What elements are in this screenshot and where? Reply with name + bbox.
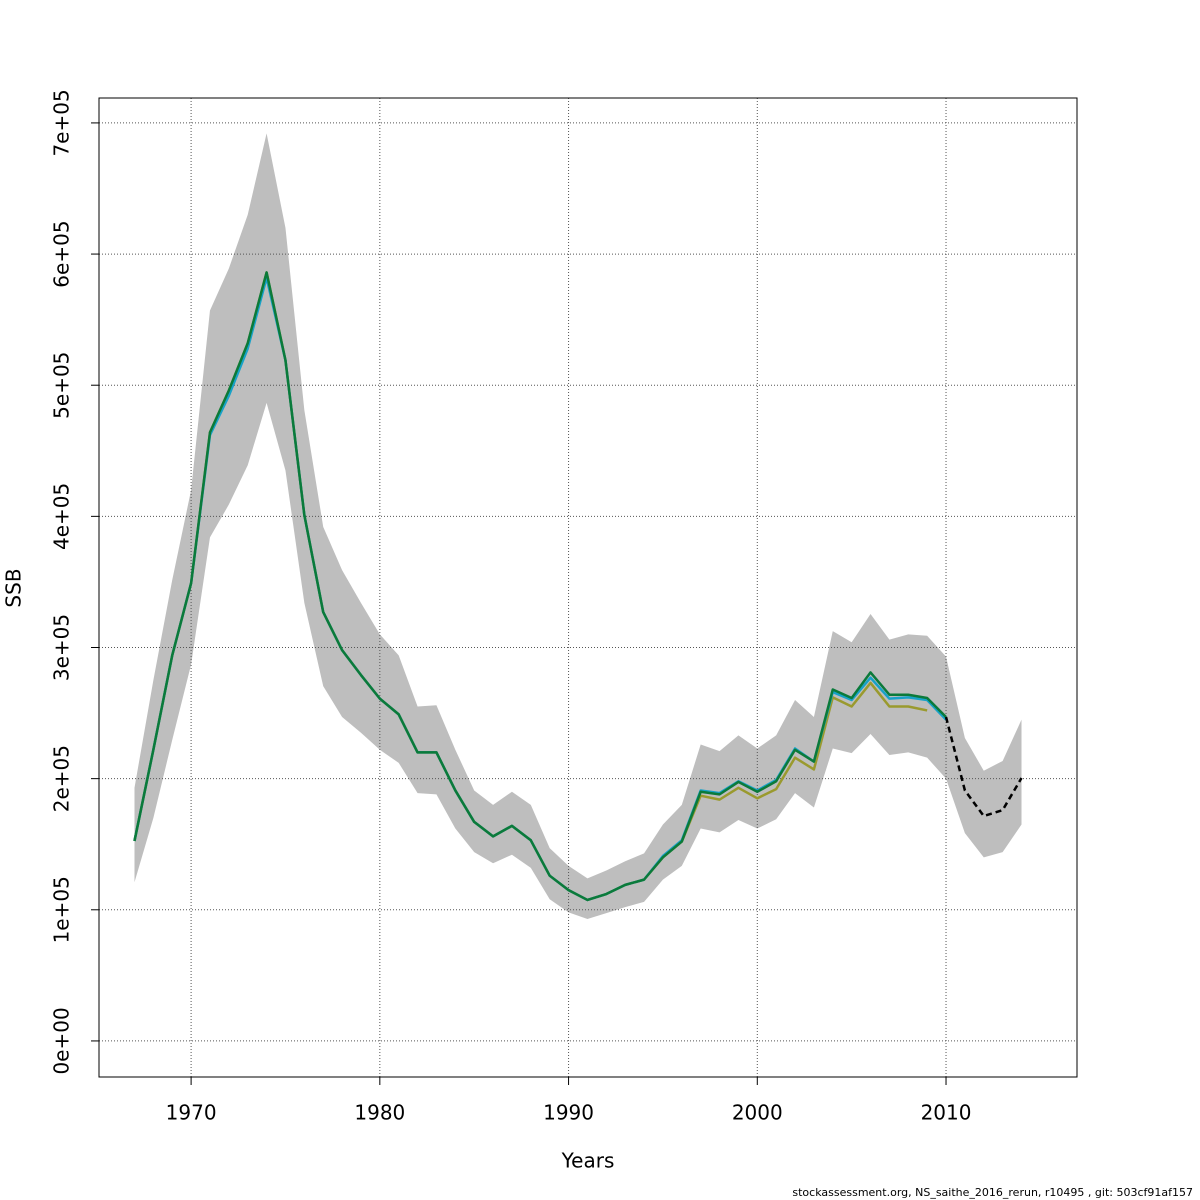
footer: stockassessment.org, NS_saithe_2016_reru… <box>792 1186 1193 1199</box>
series-line <box>133 271 947 902</box>
y-tick-label: 4e+05 <box>50 483 74 550</box>
y-axis-title: SSB <box>2 568 26 607</box>
x-tick-label: 1990 <box>543 1101 594 1125</box>
x-tick-label: 2000 <box>732 1101 783 1125</box>
confidence-band <box>134 133 1022 919</box>
y-tick-label: 2e+05 <box>50 745 74 812</box>
plot-frame <box>98 97 1078 1078</box>
y-tick-label: 1e+05 <box>50 876 74 943</box>
x-axis-title: Years <box>561 1149 615 1173</box>
y-tick-label: 3e+05 <box>50 614 74 681</box>
x-tick-label: 1970 <box>166 1101 217 1125</box>
y-tick-label: 6e+05 <box>50 220 74 287</box>
y-tick-label: 5e+05 <box>50 352 74 419</box>
x-tick-label: 2010 <box>921 1101 972 1125</box>
y-tick-label: 7e+05 <box>50 89 74 156</box>
series-line <box>944 716 1023 818</box>
y-tick-label: 0e+00 <box>50 1007 74 1074</box>
x-tick-label: 1980 <box>354 1101 405 1125</box>
